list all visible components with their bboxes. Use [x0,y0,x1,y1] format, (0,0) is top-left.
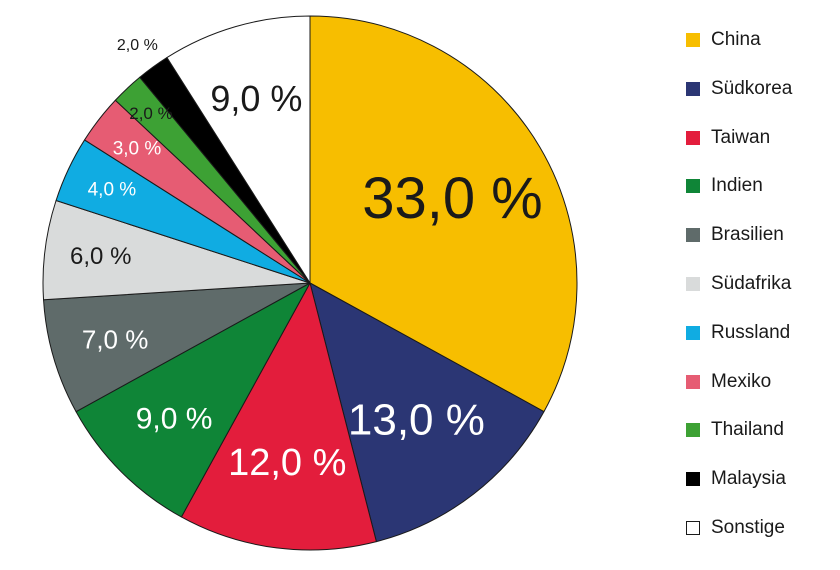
legend-label-indien: Indien [711,175,763,197]
legend-item-thailand: Thailand [686,418,792,442]
legend-item-china: China [686,28,792,52]
legend-item-mexiko: Mexiko [686,370,792,394]
legend-swatch-indien [686,179,700,194]
value-label-sudkorea: 13,0 % [348,396,485,445]
legend-item-sudafrika: Südafrika [686,272,792,296]
legend-label-thailand: Thailand [711,419,784,441]
pie-slice-sudkorea [309,282,545,543]
legend-swatch-china [686,33,700,47]
legend-swatch-brasilien [686,228,700,243]
legend-swatch-sudkorea [686,81,700,96]
legend-swatch-sonstige [686,520,700,535]
value-label-sonstige: 9,0 % [210,78,302,119]
legend-swatch-russland [686,325,700,340]
legend-swatch-taiwan [686,130,700,145]
value-label-malaysia: 2,0 % [117,37,158,54]
value-label-russland: 4,0 % [88,179,137,200]
legend-label-brasilien: Brasilien [711,224,784,246]
pie-slices [42,15,578,551]
legend-label-russland: Russland [711,321,791,343]
pie-slice-sonstige [166,15,311,284]
value-label-taiwan: 12,0 % [228,442,346,484]
pie-value-labels: 33,0 % 13,0 %12,0 % 9,0 % 7,0 % 6,0 % 4,0 % 3,… [70,37,543,484]
legend-item-malaysia: Malaysia [686,467,792,491]
value-label-indien: 9,0 % [136,402,213,435]
value-label-sudafrika: 6,0 % [70,243,131,270]
legend-label-sudafrika: Südafrika [711,272,792,294]
legend-label-sonstige: Sonstige [711,516,785,538]
legend-swatch-mexiko [686,374,700,389]
legend-label-china: China [711,29,761,50]
pie-slice-taiwan [180,282,377,551]
legend-item-sudkorea: Südkorea [686,77,792,101]
legend-item-russland: Russland [686,321,792,345]
legend-item-sonstige: Sonstige [686,516,792,540]
legend: China Südkorea Taiwan Indien Brasilien Südafr… [686,28,792,565]
value-label-brasilien: 7,0 % [82,325,149,355]
value-label-mexiko: 3,0 % [113,138,162,159]
legend-swatch-thailand [686,423,700,438]
pie-slice-china [309,15,578,413]
pie-slice-indien [75,282,311,518]
legend-label-malaysia: Malaysia [711,468,786,490]
legend-swatch-sudafrika [686,276,700,291]
legend-item-brasilien: Brasilien [686,223,792,247]
legend-label-sudkorea: Südkorea [711,77,793,99]
legend-swatch-malaysia [686,472,700,487]
pie-slice-brasilien [43,282,311,413]
legend-label-taiwan: Taiwan [711,126,771,148]
value-label-china: 33,0 % [362,166,543,231]
legend-label-mexiko: Mexiko [711,370,772,392]
legend-item-taiwan: Taiwan [686,126,792,150]
value-label-thailand: 2,0 % [129,104,172,123]
legend-item-indien: Indien [686,174,792,198]
